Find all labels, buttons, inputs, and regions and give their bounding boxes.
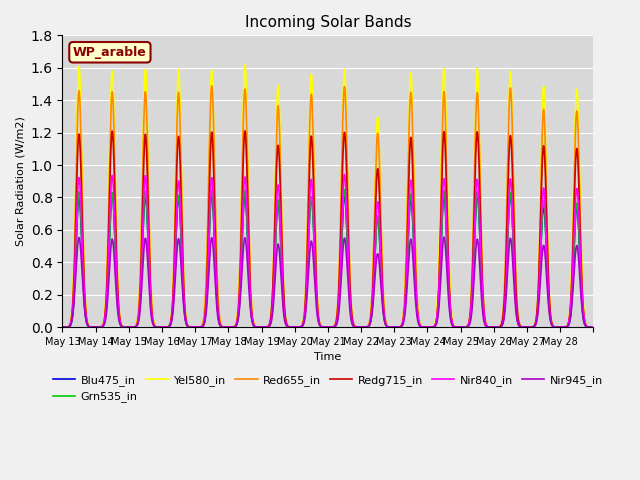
Nir840_in [167, 318, 175, 324]
Nir840_in [509, 207, 516, 213]
Redg715_in [477, 224, 484, 229]
Blu475_in [396, 324, 404, 330]
Nir840_in [396, 324, 404, 330]
Red655_in [584, 324, 591, 330]
Blu475_in [443, 235, 451, 241]
Redg715_in [59, 324, 67, 330]
Nir840_in [477, 240, 484, 246]
Yel580_in [59, 324, 67, 330]
Nir840_in [589, 324, 597, 330]
Nir945_in [396, 324, 403, 330]
Grn535_in [584, 324, 591, 330]
Blu475_in [584, 324, 591, 330]
Y-axis label: Solar Radiation (W/m2): Solar Radiation (W/m2) [15, 116, 25, 246]
Nir945_in [59, 324, 67, 330]
Redg715_in [443, 198, 451, 204]
Nir840_in [584, 324, 591, 330]
Redg715_in [168, 316, 175, 322]
Nir945_in [589, 324, 597, 330]
Yel580_in [443, 142, 451, 147]
Red655_in [589, 324, 597, 330]
Nir945_in [477, 278, 484, 284]
Grn535_in [167, 316, 175, 322]
Redg715_in [396, 324, 404, 330]
Text: WP_arable: WP_arable [73, 46, 147, 59]
Grn535_in [59, 324, 67, 330]
Red655_in [477, 194, 484, 200]
Nir840_in [523, 324, 531, 330]
Line: Blu475_in: Blu475_in [63, 193, 593, 327]
Redg715_in [589, 324, 597, 330]
Nir945_in [584, 324, 591, 330]
Grn535_in [340, 187, 348, 192]
Redg715_in [584, 324, 591, 330]
Nir945_in [490, 324, 497, 330]
Yel580_in [584, 324, 591, 330]
Nir840_in [443, 220, 451, 226]
Line: Nir840_in: Nir840_in [63, 175, 593, 327]
Blu475_in [168, 319, 175, 324]
Redg715_in [158, 324, 166, 330]
Redg715_in [241, 128, 249, 134]
Blu475_in [108, 190, 116, 196]
Yel580_in [589, 324, 597, 330]
Nir840_in [59, 324, 67, 330]
X-axis label: Time: Time [314, 352, 342, 362]
Blu475_in [589, 324, 597, 330]
Red655_in [167, 316, 175, 322]
Yel580_in [167, 315, 175, 321]
Blu475_in [59, 324, 67, 330]
Red655_in [59, 324, 67, 330]
Nir945_in [167, 320, 175, 326]
Yel580_in [477, 192, 484, 197]
Grn535_in [509, 221, 516, 227]
Red655_in [396, 324, 404, 330]
Line: Redg715_in: Redg715_in [63, 131, 593, 327]
Red655_in [208, 83, 216, 89]
Nir945_in [509, 256, 516, 262]
Blu475_in [509, 217, 516, 223]
Red655_in [509, 128, 516, 134]
Line: Nir945_in: Nir945_in [63, 237, 593, 327]
Red655_in [443, 169, 451, 175]
Redg715_in [509, 174, 516, 180]
Legend: Blu475_in, Grn535_in, Yel580_in, Red655_in, Redg715_in, Nir840_in, Nir945_in: Blu475_in, Grn535_in, Yel580_in, Red655_… [48, 371, 607, 407]
Yel580_in [490, 324, 498, 330]
Nir945_in [440, 234, 448, 240]
Grn535_in [396, 324, 404, 330]
Line: Yel580_in: Yel580_in [63, 65, 593, 327]
Nir945_in [443, 264, 451, 269]
Yel580_in [509, 132, 516, 137]
Line: Grn535_in: Grn535_in [63, 190, 593, 327]
Nir840_in [340, 172, 348, 178]
Yel580_in [396, 324, 404, 330]
Grn535_in [477, 253, 484, 259]
Blu475_in [477, 251, 484, 256]
Line: Red655_in: Red655_in [63, 86, 593, 327]
Title: Incoming Solar Bands: Incoming Solar Bands [244, 15, 412, 30]
Grn535_in [357, 324, 365, 330]
Grn535_in [589, 324, 597, 330]
Grn535_in [443, 239, 451, 244]
Yel580_in [241, 62, 249, 68]
